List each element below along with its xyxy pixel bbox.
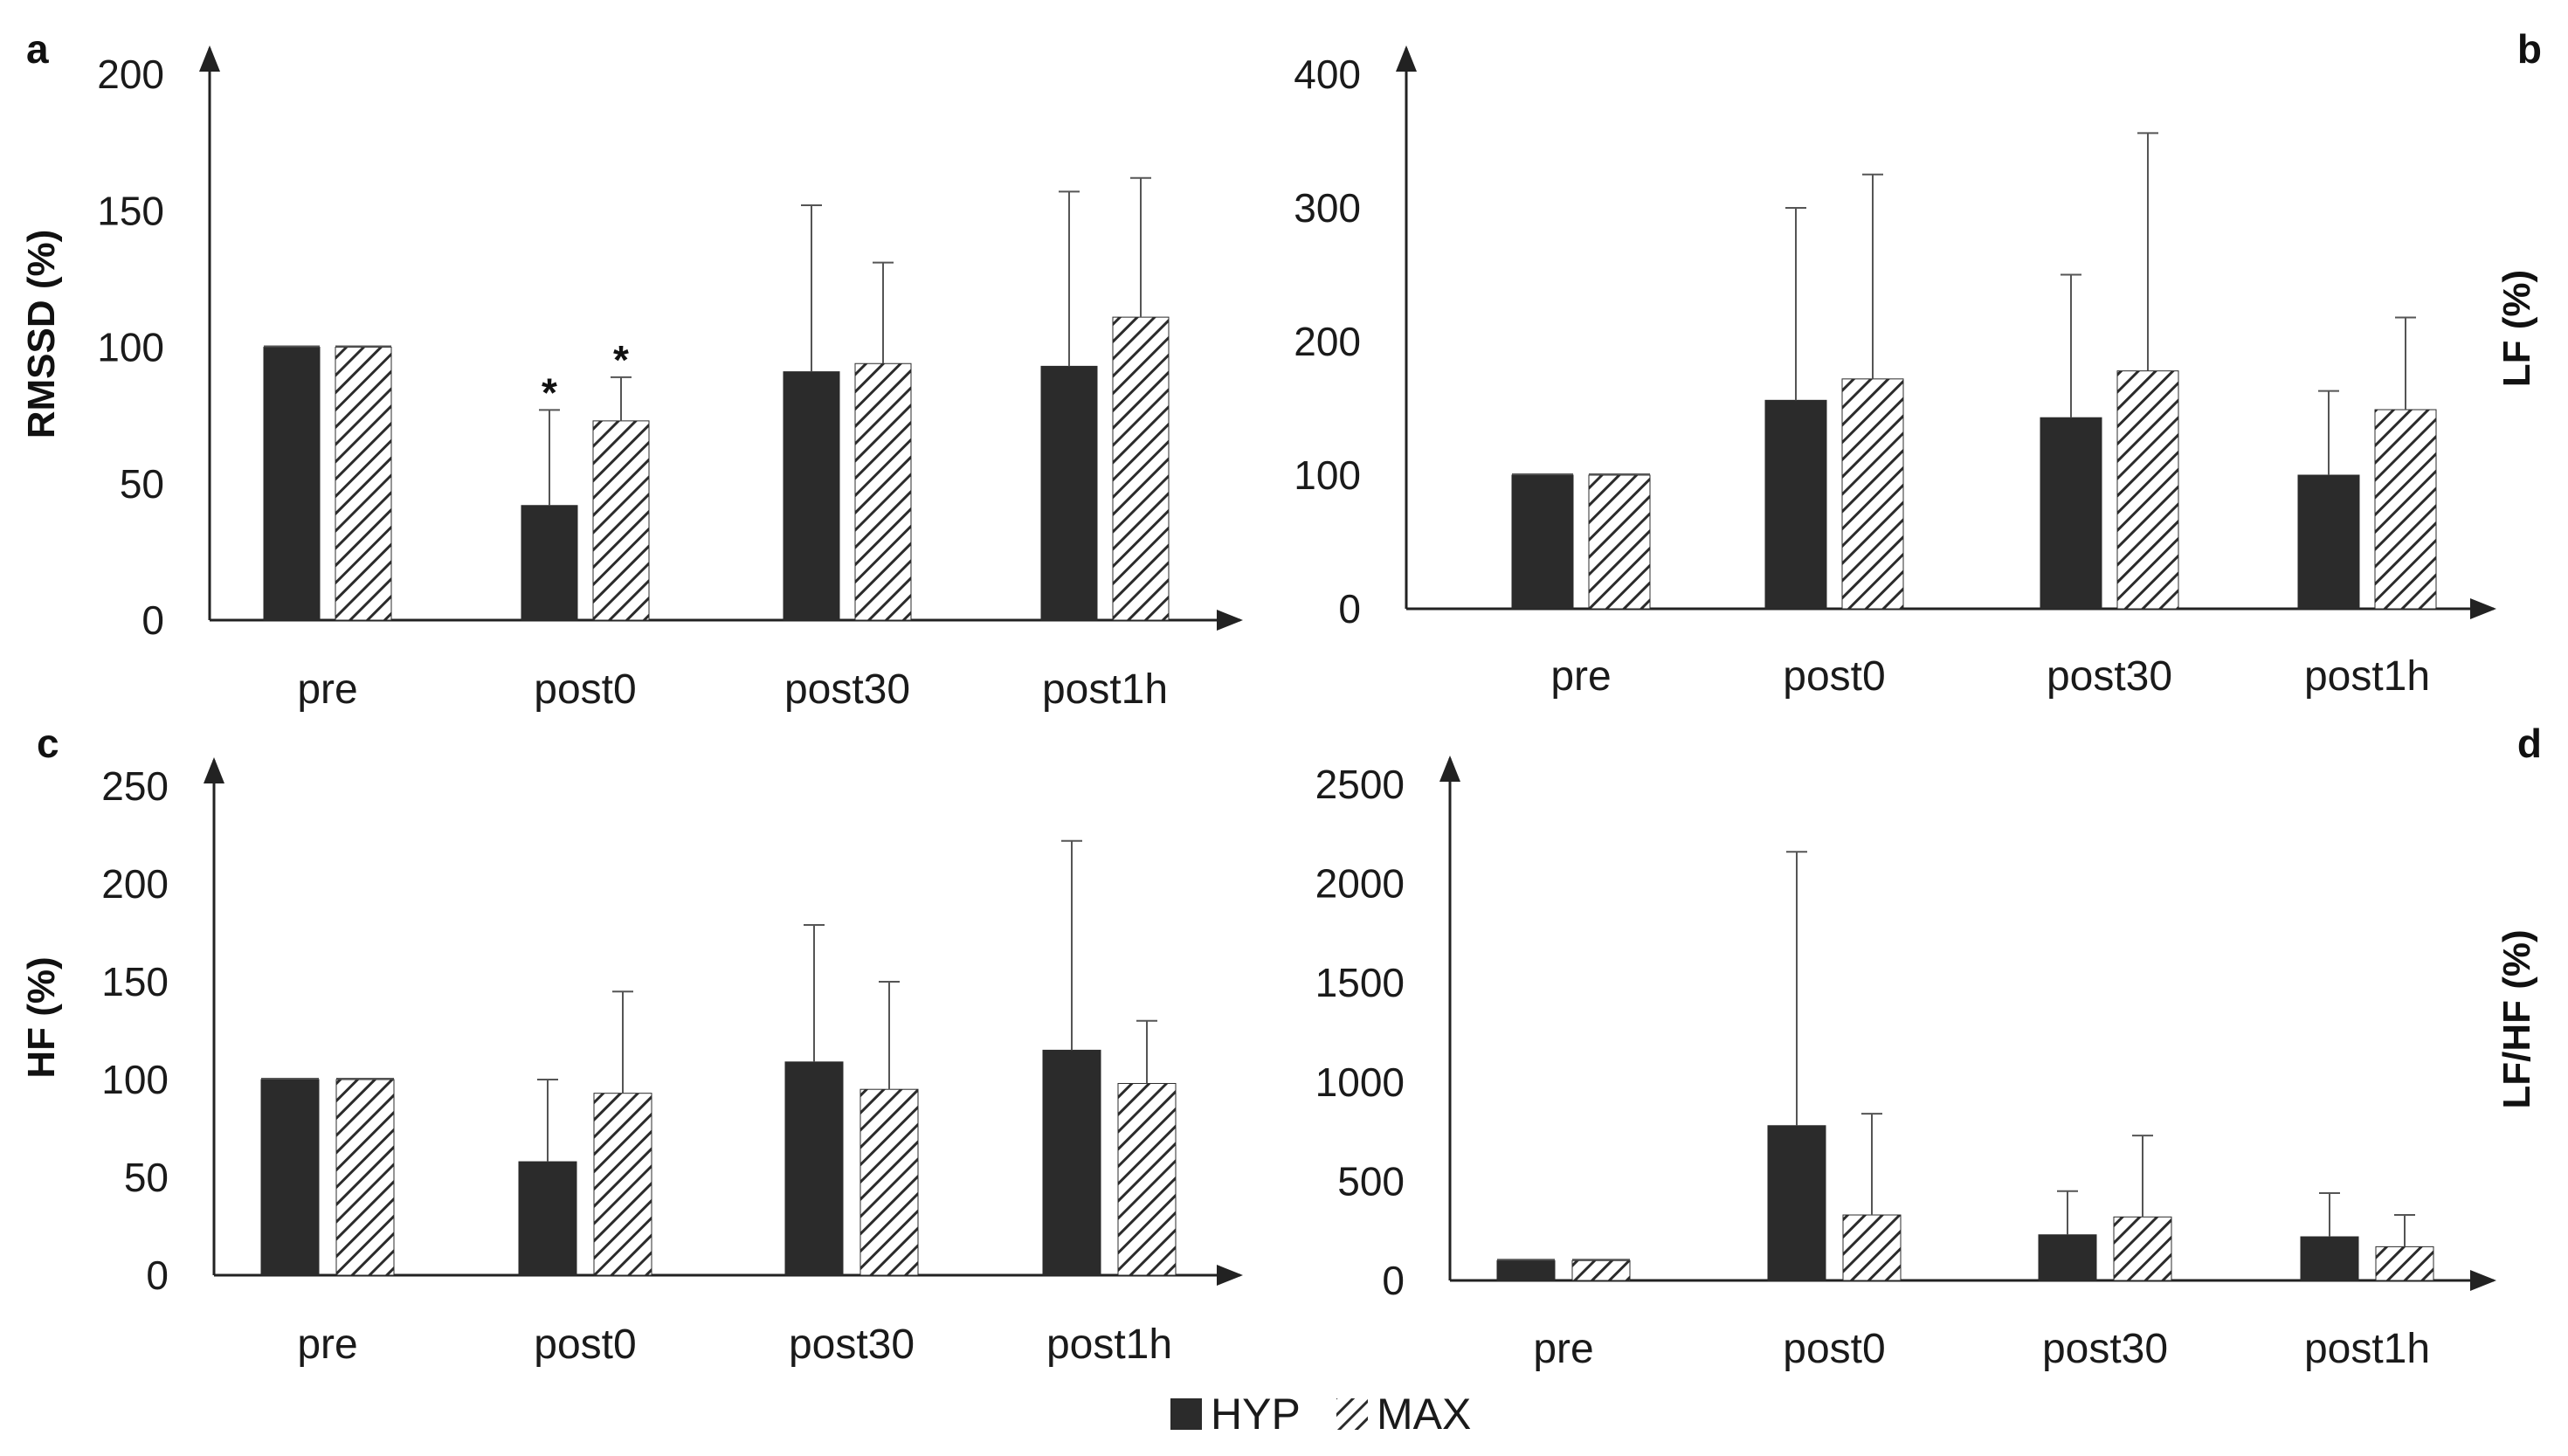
- y-tick-label: 0: [142, 597, 164, 643]
- panel-a: 0 50 100 150 200 RMSSD (%) a pre * * post0 post30 po…: [20, 26, 1243, 713]
- y-axis-label: LF (%): [2496, 270, 2538, 387]
- panel-label: a: [26, 26, 49, 72]
- bar-max-post30: [2113, 1216, 2172, 1281]
- y-tick-label: 250: [101, 763, 169, 809]
- y-tick-label: 200: [97, 52, 164, 97]
- category-label: post0: [1783, 653, 1885, 700]
- panel-b: 0 100 200 300 400 LF (%) b pre post0 post30 post1h: [1294, 26, 2542, 700]
- legend-max-swatch: [1336, 1398, 1368, 1430]
- y-tick-label: 0: [146, 1252, 169, 1298]
- legend: HYP MAX: [1170, 1390, 1471, 1439]
- bar-hyp-post1h: [2297, 474, 2360, 610]
- y-tick-label: 0: [1338, 586, 1361, 631]
- category-label: post30: [2047, 653, 2172, 700]
- legend-max-label: MAX: [1377, 1390, 1471, 1439]
- bar-hyp-post30: [783, 371, 840, 621]
- category-label: post0: [1783, 1326, 1885, 1372]
- category-label: post1h: [2304, 653, 2430, 700]
- y-tick-label: 200: [1294, 319, 1361, 364]
- bar-max-post1h: [2375, 1246, 2434, 1281]
- y-tick-label: 400: [1294, 52, 1361, 97]
- bar-hyp-post0: [518, 1161, 577, 1276]
- bar-max-post30: [859, 1088, 919, 1276]
- bar-max-post30: [854, 362, 912, 621]
- bar-max-pre: [335, 1079, 395, 1276]
- bar-hyp-pre: [263, 347, 321, 621]
- category-label: post0: [534, 666, 636, 713]
- bar-max-post0: [1842, 1214, 1902, 1281]
- bar-hyp-post30: [784, 1061, 844, 1276]
- panel-label: d: [2517, 721, 2542, 766]
- category-label: post30: [789, 1321, 915, 1368]
- y-axis-label: RMSSD (%): [20, 230, 63, 439]
- y-tick-label: 100: [97, 325, 164, 370]
- y-tick-label: 2500: [1315, 762, 1405, 807]
- significance-star: *: [613, 337, 629, 383]
- category-label: post1h: [1046, 1321, 1172, 1368]
- y-tick-label: 500: [1337, 1158, 1405, 1204]
- category-label: post30: [784, 666, 910, 713]
- bar-hyp-pre: [260, 1079, 320, 1276]
- panel-d: 0 500 1000 1500 2000 2500 LF/HF (%) d pre post0 po…: [1315, 721, 2542, 1372]
- y-tick-label: 0: [1382, 1258, 1405, 1303]
- category-label: pre: [1550, 653, 1611, 700]
- bar-max-post1h: [1117, 1082, 1177, 1276]
- y-tick-label: 150: [101, 959, 169, 1004]
- bar-hyp-post0: [1764, 399, 1827, 610]
- y-tick-label: 2000: [1315, 861, 1405, 907]
- category-label: post1h: [1042, 666, 1168, 713]
- bar-hyp-post1h: [1040, 365, 1098, 621]
- panel-label: b: [2517, 26, 2542, 72]
- bar-max-post0: [1841, 378, 1904, 610]
- category-label: pre: [1533, 1326, 1593, 1372]
- bar-hyp-post30: [2038, 1234, 2097, 1281]
- y-tick-label: 50: [124, 1155, 169, 1200]
- bar-hyp-post0: [521, 505, 578, 621]
- bar-max-pre: [335, 347, 392, 621]
- bar-max-post30: [2116, 370, 2179, 610]
- panel-c: 0 50 100 150 200 250 HF (%) c pre post0 post30 post…: [20, 721, 1243, 1368]
- category-label: post30: [2042, 1326, 2168, 1372]
- y-tick-label: 300: [1294, 185, 1361, 231]
- bar-max-pre: [1571, 1259, 1631, 1281]
- category-label: post1h: [2304, 1326, 2430, 1372]
- y-axis-label: LF/HF (%): [2496, 929, 2538, 1108]
- bar-max-post0: [592, 420, 650, 621]
- y-tick-label: 150: [97, 188, 164, 233]
- y-tick-label: 100: [1294, 452, 1361, 498]
- y-tick-label: 1000: [1315, 1059, 1405, 1105]
- y-axis-label: HF (%): [20, 956, 63, 1078]
- bar-max-post1h: [1112, 316, 1170, 621]
- y-tick-label: 100: [101, 1057, 169, 1102]
- bar-hyp-pre: [1496, 1259, 1556, 1281]
- bar-hyp-post1h: [1042, 1049, 1101, 1276]
- legend-hyp-swatch: [1170, 1398, 1202, 1430]
- bar-max-post0: [593, 1093, 652, 1276]
- y-tick-label: 1500: [1315, 960, 1405, 1005]
- bar-max-pre: [1588, 474, 1651, 610]
- bar-max-post1h: [2374, 409, 2437, 610]
- bar-hyp-post30: [2040, 417, 2102, 610]
- bar-hyp-post0: [1767, 1125, 1826, 1281]
- panel-label: c: [37, 721, 59, 766]
- y-tick-label: 50: [120, 461, 164, 507]
- category-label: pre: [297, 1321, 357, 1368]
- legend-hyp-label: HYP: [1211, 1390, 1301, 1439]
- category-label: post0: [534, 1321, 636, 1368]
- bar-hyp-post1h: [2300, 1236, 2359, 1281]
- significance-star: *: [542, 369, 557, 415]
- bar-hyp-pre: [1511, 474, 1574, 610]
- category-label: pre: [297, 666, 357, 713]
- y-tick-label: 200: [101, 861, 169, 907]
